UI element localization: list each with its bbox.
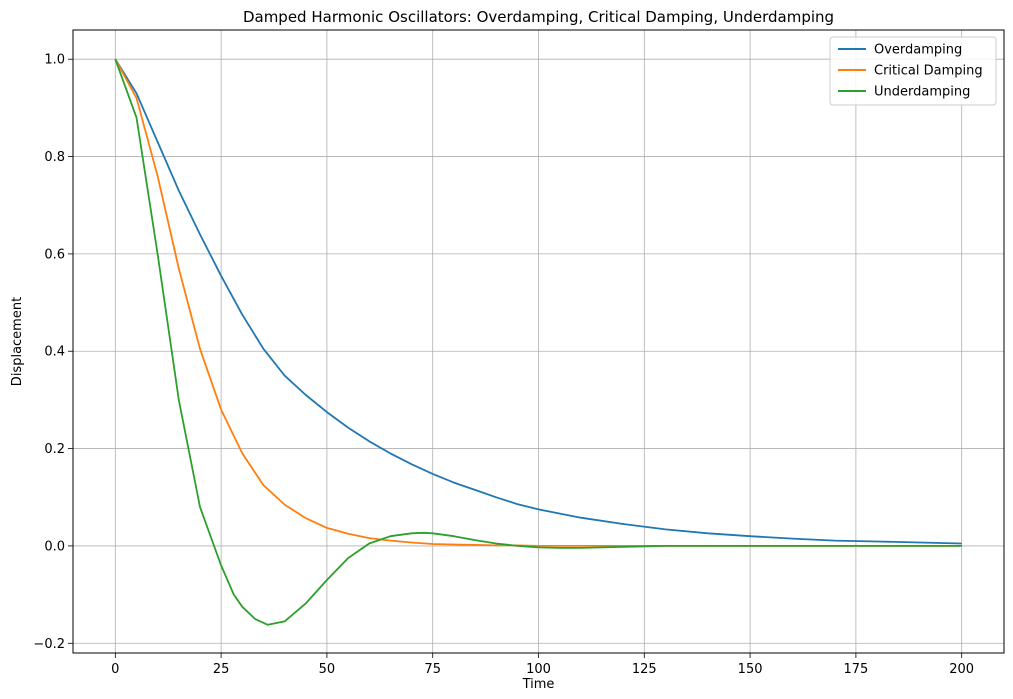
legend-box [829, 36, 997, 106]
legend-label: Overdamping [874, 43, 962, 58]
legend-label: Critical Damping [874, 64, 983, 79]
x-tick-label: 200 [949, 662, 974, 677]
y-tick-label: 0.0 [44, 539, 65, 554]
series-line [114, 58, 962, 545]
x-tick-label: 100 [526, 662, 551, 677]
x-axis-title: Time [522, 677, 555, 692]
series-line [114, 58, 962, 626]
x-tick-label: 0 [111, 662, 119, 677]
x-tick-label: 175 [843, 662, 868, 677]
legend-label: Underdamping [874, 85, 970, 100]
x-axis-ticks: 0 25 50 75 100 125 150 175 200 [111, 653, 974, 677]
plot-lines [114, 58, 962, 626]
y-tick-label: 0.6 [44, 247, 65, 262]
y-tick-label: −0.2 [33, 637, 65, 652]
y-tick-label: 0.4 [44, 345, 65, 360]
legend: Overdamping Critical Damping Underdamping [829, 36, 997, 106]
y-tick-label: 0.8 [44, 150, 65, 165]
x-tick-label: 75 [424, 662, 441, 677]
x-tick-label: 125 [632, 662, 657, 677]
y-axis-ticks: −0.2 0.0 0.2 0.4 0.6 0.8 1.0 [33, 53, 73, 652]
x-tick-label: 150 [738, 662, 763, 677]
y-axis-title: Displacement [10, 297, 25, 386]
chart-title: Damped Harmonic Oscillators: Overdamping… [243, 8, 834, 26]
y-tick-label: 1.0 [44, 53, 65, 68]
grid [73, 30, 1004, 653]
y-tick-label: 0.2 [44, 442, 65, 457]
x-tick-label: 50 [319, 662, 336, 677]
x-tick-label: 25 [213, 662, 230, 677]
